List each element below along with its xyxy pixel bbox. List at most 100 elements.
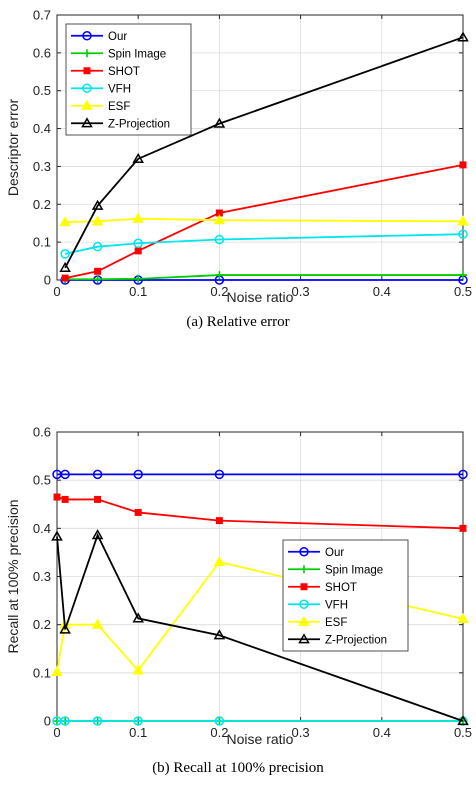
point-shot-0: [53, 493, 61, 501]
y-tick-label: 0.3: [33, 159, 51, 174]
series-line-z-projection: [56, 532, 464, 722]
legend-label-shot: SHOT: [108, 66, 140, 78]
legend-label-esf: ESF: [325, 617, 347, 629]
point-spin-image-2: [134, 274, 143, 283]
x-tick-label: 0.2: [210, 284, 228, 299]
point-z-projection-5: [457, 714, 469, 726]
point-shot-4: [459, 161, 467, 169]
point-shot-1: [94, 267, 102, 275]
point-our-4: [214, 469, 225, 480]
point-esf-4: [457, 215, 469, 226]
point-z-projection-4: [457, 31, 469, 42]
y-tick-label: 0.2: [33, 617, 51, 632]
point-z-projection-2: [91, 529, 104, 540]
y-tick-label: 0.5: [33, 473, 51, 488]
point-legend-our-0: [299, 547, 309, 557]
point-vfh-2: [92, 716, 103, 726]
y-tick-label: 0.2: [33, 197, 51, 212]
point-esf-1: [91, 215, 104, 226]
point-vfh-1: [60, 716, 70, 726]
point-legend-our-0: [82, 31, 92, 41]
legend-label-vfh: VFH: [108, 83, 131, 95]
point-vfh-0: [60, 249, 70, 259]
point-our-3: [133, 469, 143, 480]
point-esf-3: [213, 214, 226, 225]
point-legend-shot-0: [83, 67, 91, 75]
series-line-z-projection: [64, 36, 464, 269]
y-tick-label: 0.4: [33, 121, 51, 136]
point-z-projection-3: [213, 117, 226, 128]
point-spin-image-1: [93, 275, 102, 284]
x-tick-label: 0.5: [454, 725, 472, 740]
point-esf-4: [213, 556, 226, 567]
figure-caption: (a) Relative error: [186, 314, 289, 330]
point-esf-5: [457, 612, 469, 624]
y-tick-label: 0.7: [33, 8, 51, 23]
legend-label-z-projection: Z-Projection: [325, 634, 387, 646]
legend-label-our: Our: [325, 547, 344, 559]
y-tick-label: 0.6: [33, 45, 51, 60]
point-z-projection-1: [91, 199, 104, 210]
legend-box: [65, 23, 192, 136]
chart-recall-at-precision: 0 0.1 0.2 0.3 0.4 0.5 0 0.1 0.2 0.3 0.4 0.5 0.6 Noise…: [5, 425, 472, 777]
point-vfh-1: [92, 241, 103, 252]
x-tick-label: 0.1: [129, 725, 147, 740]
x-tick-label: 0.4: [373, 284, 391, 299]
point-spin-image-3: [215, 271, 224, 280]
point-our-5: [458, 469, 468, 480]
point-z-projection-1: [59, 623, 71, 634]
point-z-projection-0: [59, 261, 71, 273]
x-tick-label: 0.2: [210, 725, 228, 740]
x-tick-label: 0.4: [373, 725, 391, 740]
y-tick-label: 0.6: [33, 425, 51, 440]
x-axis-label: Noise ratio: [227, 731, 294, 747]
point-shot-0: [61, 274, 69, 282]
point-esf-3: [132, 664, 144, 675]
y-tick-label: 0.4: [33, 521, 51, 536]
legend: Our Spin Image SHOT VFH ESF Z-Projection: [65, 23, 192, 136]
y-tick-label: 0: [44, 714, 51, 729]
point-legend-esf-0: [298, 615, 310, 626]
point-z-projection-2: [132, 152, 144, 163]
point-spin-image-4: [459, 271, 467, 280]
y-tick-label: 0.1: [33, 665, 51, 680]
point-z-projection-0: [51, 530, 63, 541]
point-vfh-3: [133, 716, 143, 726]
y-tick-label: 0.1: [33, 235, 51, 250]
point-shot-4: [215, 517, 223, 525]
legend-label-spin-image: Spin Image: [325, 564, 383, 576]
chart-relative-error: 0 0.1 0.2 0.3 0.4 0.5 0 0.1 0.2 0.3 0.4 0.5 0.6 0.7 No…: [5, 8, 472, 331]
x-tick-label: 0.1: [129, 284, 147, 299]
point-our-2: [92, 469, 103, 480]
legend-label-our: Our: [108, 31, 127, 43]
point-vfh-4: [458, 229, 468, 239]
series-line-vfh: [64, 233, 464, 255]
x-tick-label: 0: [53, 725, 60, 740]
legend-label-vfh: VFH: [325, 599, 348, 611]
legend: Our Spin Image SHOT VFH ESF Z-Projection: [282, 539, 409, 652]
point-our-1: [60, 469, 70, 480]
point-vfh-2: [133, 238, 143, 249]
point-shot-2: [94, 495, 102, 503]
point-legend-vfh-0: [299, 599, 309, 609]
point-legend-z-projection-0: [81, 117, 93, 128]
y-tick-label: 0: [44, 273, 51, 288]
point-shot-2: [134, 247, 142, 255]
point-z-projection-4: [213, 629, 226, 640]
legend-label-shot: SHOT: [325, 582, 357, 594]
point-legend-spin-image-0: [83, 49, 91, 58]
y-tick-label: 0.5: [33, 83, 51, 98]
point-legend-z-projection-0: [298, 633, 310, 644]
point-vfh-3: [214, 234, 225, 245]
y-axis-label: Descriptor error: [5, 99, 21, 197]
x-tick-label: 0.5: [454, 284, 472, 299]
x-tick-label: 0: [53, 284, 60, 299]
point-esf-2: [132, 212, 144, 223]
figure-caption: (b) Recall at 100% precision: [152, 760, 324, 776]
point-z-projection-3: [132, 612, 144, 623]
legend-label-spin-image: Spin Image: [108, 48, 166, 60]
point-legend-esf-0: [81, 99, 93, 110]
legend-box: [282, 539, 409, 652]
x-tick-label: 0.3: [292, 284, 310, 299]
